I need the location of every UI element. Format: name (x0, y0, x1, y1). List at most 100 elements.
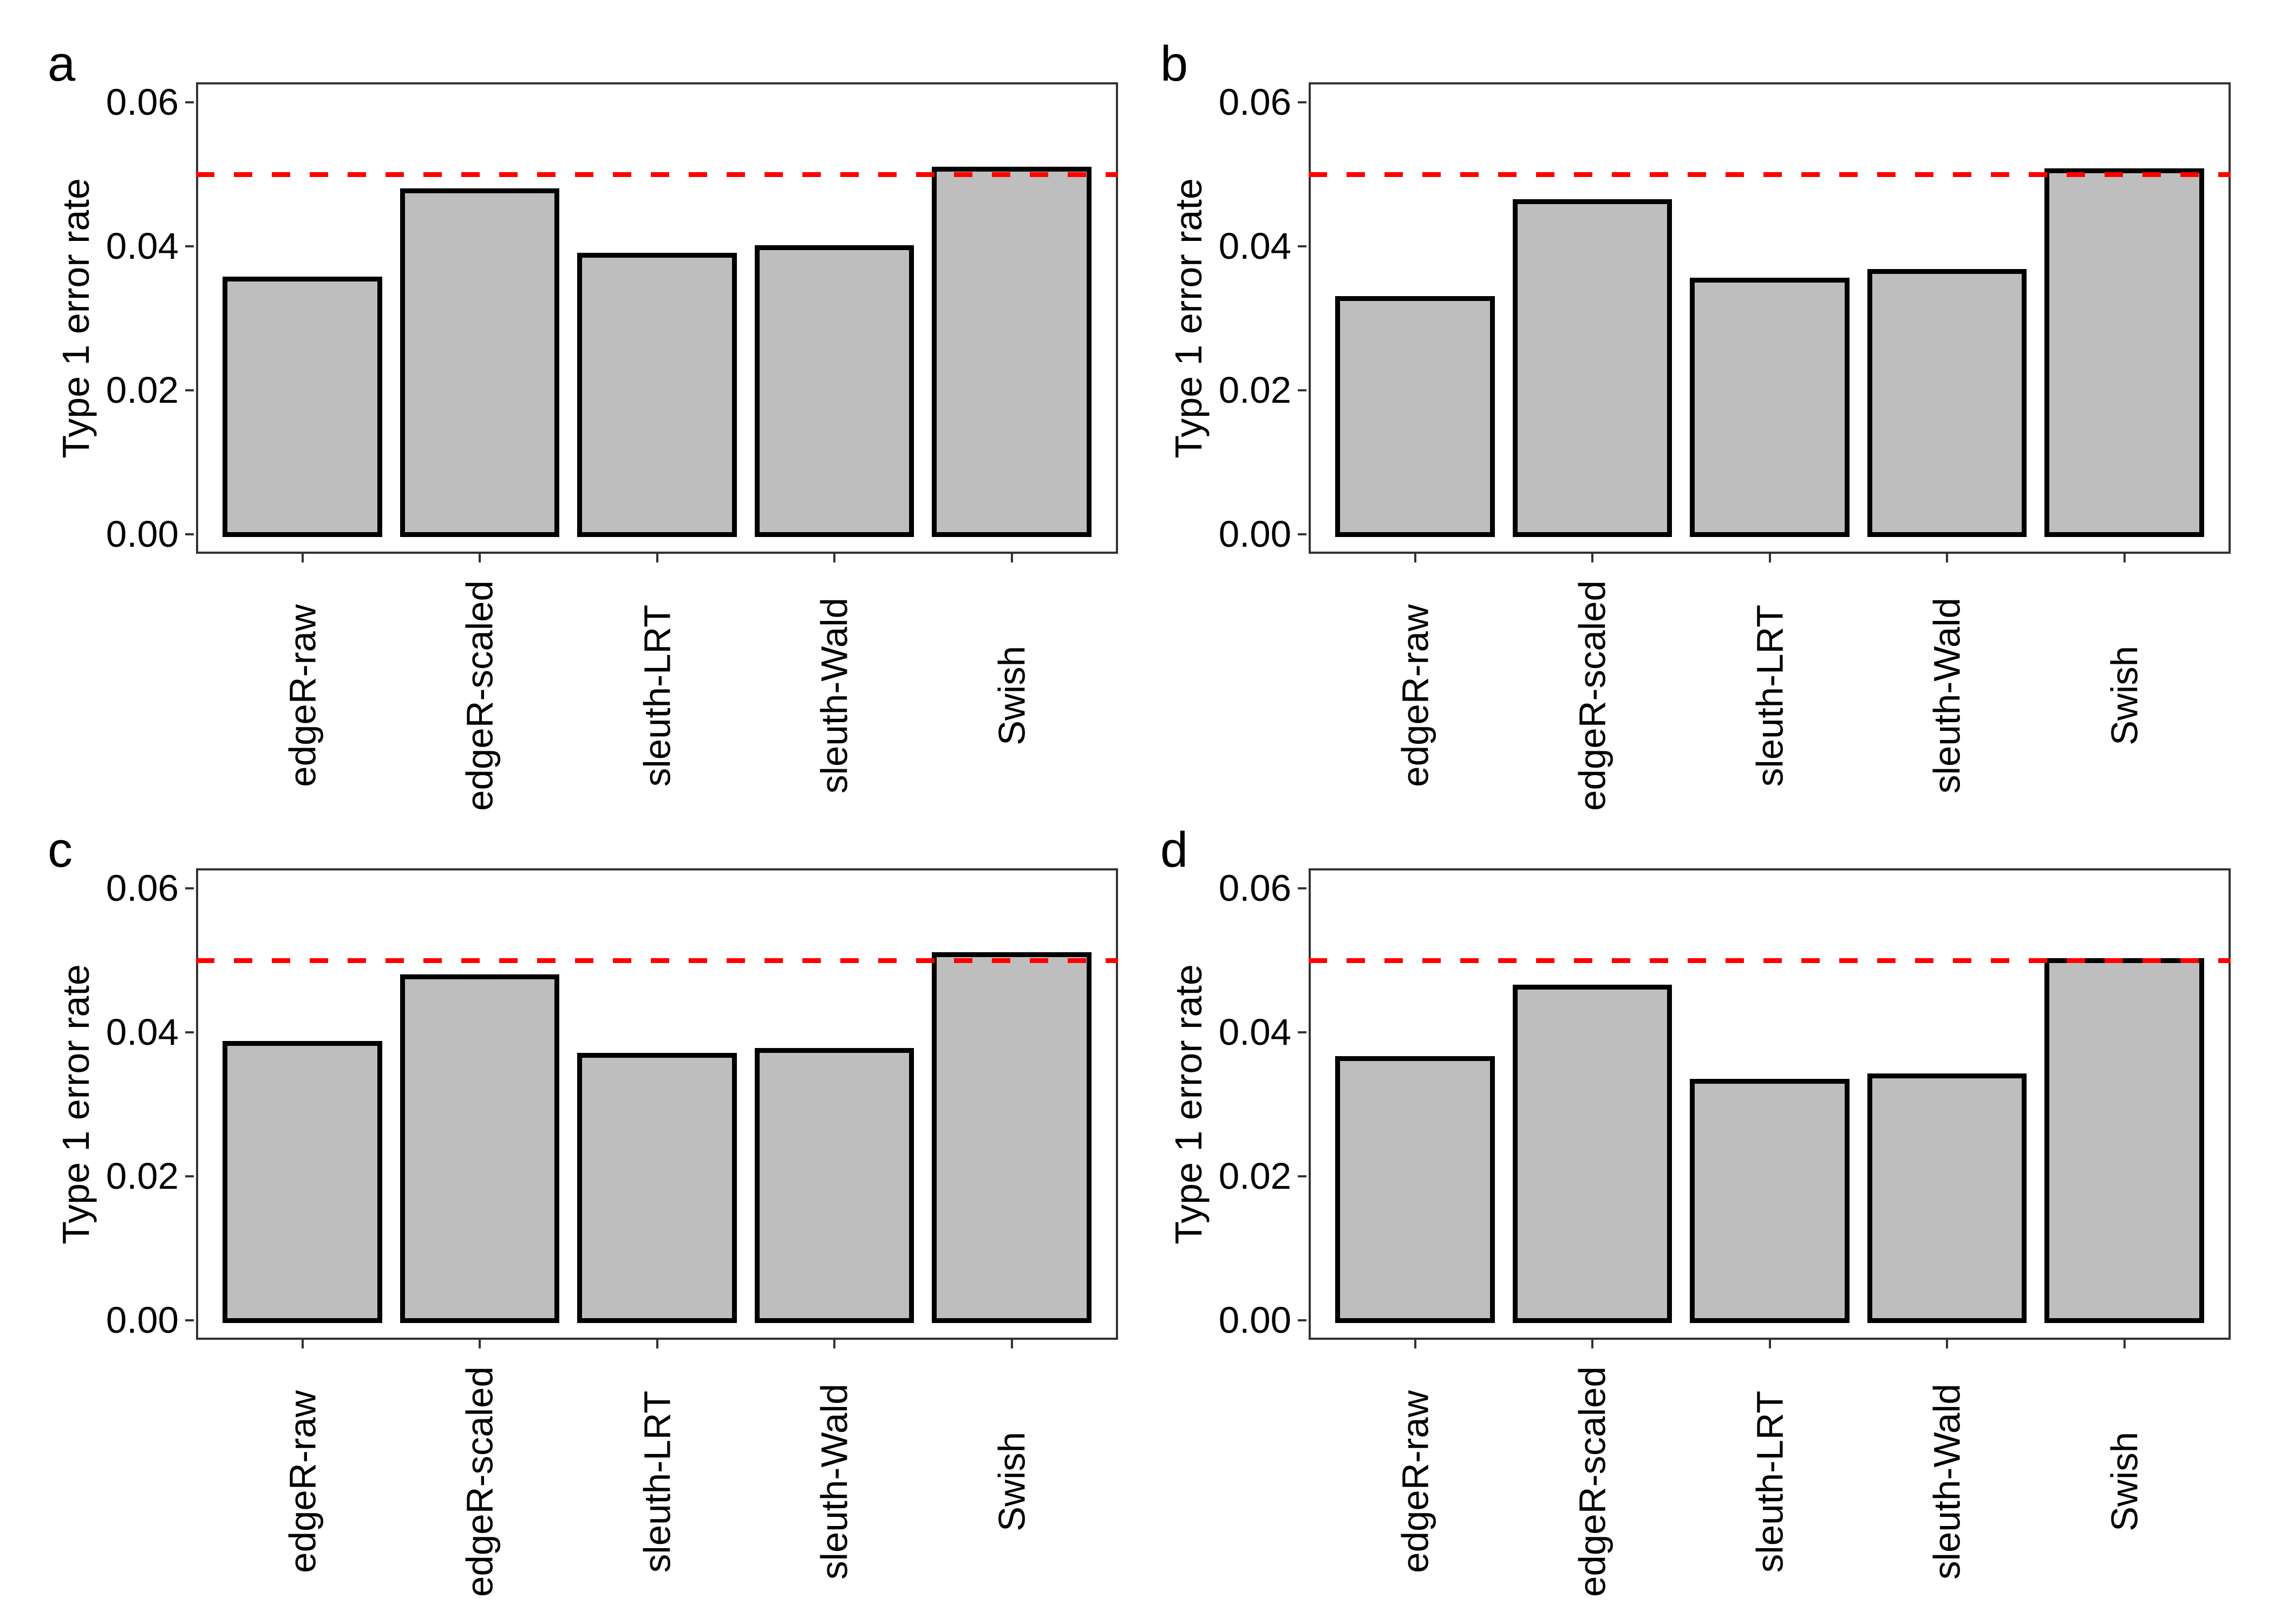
x-axis-label: edgeR-scaled (459, 580, 501, 811)
x-axis-tick (1010, 1340, 1013, 1348)
x-axis-tick (1768, 1340, 1771, 1348)
y-axis-tick-label: 0.04 (1218, 1011, 1291, 1053)
y-axis-tick (1298, 389, 1306, 392)
bar-Swish (932, 167, 1092, 537)
panel-label: b (1160, 36, 1188, 91)
y-axis-tick-label: 0.00 (1218, 513, 1291, 555)
bar-edgeR-scaled (1512, 984, 1672, 1323)
y-axis-tick (1298, 533, 1306, 536)
bar-sleuth-LRT (577, 252, 737, 537)
y-axis-title: Type 1 error rate (55, 964, 97, 1245)
y-axis-tick (185, 245, 194, 248)
x-axis-tick (2123, 1340, 2126, 1348)
bar-sleuth-Wald (754, 1047, 914, 1323)
x-axis-tick (1946, 1340, 1948, 1348)
y-axis-tick (1298, 245, 1306, 248)
y-axis-tick (1298, 101, 1306, 104)
bar-sleuth-LRT (1690, 1079, 1850, 1323)
bar-edgeR-raw (223, 276, 382, 537)
bar-edgeR-scaled (1512, 199, 1672, 537)
plot-area (196, 868, 1118, 1340)
x-axis-tick (479, 554, 481, 562)
x-axis-tick (656, 1340, 658, 1348)
y-axis-tick-label: 0.06 (106, 867, 179, 909)
threshold-line (1309, 172, 2231, 177)
x-axis-tick (1414, 554, 1416, 562)
y-axis-tick-label: 0.04 (106, 225, 179, 267)
x-axis-tick (301, 1340, 304, 1348)
y-axis-tick-label: 0.02 (106, 369, 179, 411)
bar-edgeR-raw (1335, 296, 1495, 537)
x-axis-label: sleuth-Wald (813, 598, 855, 794)
y-axis-title: Type 1 error rate (55, 178, 97, 459)
y-axis-tick-label: 0.06 (1218, 81, 1291, 123)
y-axis-tick (185, 101, 194, 104)
bar-edgeR-scaled (400, 188, 560, 537)
x-axis-tick (1946, 554, 1948, 562)
bar-Swish (2044, 168, 2204, 537)
threshold-line (1309, 958, 2231, 963)
x-axis-label: edgeR-scaled (459, 1366, 501, 1597)
bar-sleuth-LRT (577, 1053, 737, 1323)
x-axis-label: edgeR-raw (282, 604, 323, 787)
bar-Swish (932, 952, 1092, 1323)
x-axis-tick (1414, 1340, 1416, 1348)
x-axis-tick (1591, 1340, 1593, 1348)
y-axis-tick (185, 1175, 194, 1178)
y-axis-tick-label: 0.02 (1218, 369, 1291, 411)
y-axis-tick-label: 0.00 (1218, 1299, 1291, 1341)
x-axis-tick (301, 554, 304, 562)
panel-label: c (48, 822, 73, 878)
y-axis-tick (185, 1319, 194, 1322)
y-axis-tick (1298, 1319, 1306, 1322)
y-axis-tick-label: 0.04 (106, 1011, 179, 1053)
x-axis-tick (1768, 554, 1771, 562)
x-axis-label: edgeR-raw (1394, 604, 1436, 787)
plot-area (1309, 868, 2231, 1340)
y-axis-tick (185, 389, 194, 392)
x-axis-label: sleuth-LRT (1749, 604, 1791, 787)
threshold-line (196, 958, 1118, 963)
y-axis-tick-label: 0.02 (106, 1155, 179, 1197)
x-axis-label: Swish (991, 645, 1033, 746)
bar-edgeR-raw (223, 1040, 382, 1323)
x-axis-label: sleuth-LRT (1749, 1390, 1791, 1573)
bar-sleuth-Wald (1867, 1073, 2027, 1323)
y-axis-tick-label: 0.02 (1218, 1155, 1291, 1197)
y-axis-tick-label: 0.00 (106, 513, 179, 555)
x-axis-tick (833, 554, 835, 562)
x-axis-label: sleuth-Wald (1926, 598, 1968, 794)
x-axis-tick (1591, 554, 1593, 562)
y-axis-tick (1298, 887, 1306, 890)
panel-label: a (48, 36, 76, 91)
x-axis-tick (2123, 554, 2126, 562)
x-axis-label: sleuth-Wald (813, 1384, 855, 1580)
x-axis-label: edgeR-raw (1394, 1390, 1436, 1573)
x-axis-tick (479, 1340, 481, 1348)
y-axis-tick-label: 0.06 (1218, 867, 1291, 909)
y-axis-title: Type 1 error rate (1167, 178, 1210, 459)
y-axis-title: Type 1 error rate (1167, 964, 1210, 1245)
x-axis-label: edgeR-raw (282, 1390, 323, 1573)
y-axis-tick (185, 533, 194, 536)
x-axis-label: sleuth-Wald (1926, 1384, 1968, 1580)
panel-label: d (1160, 822, 1188, 878)
y-axis-tick-label: 0.06 (106, 81, 179, 123)
x-axis-label: sleuth-LRT (636, 1390, 678, 1573)
y-axis-tick (185, 1031, 194, 1034)
plot-area (196, 82, 1118, 554)
x-axis-label: Swish (991, 1431, 1033, 1532)
x-axis-tick (833, 1340, 835, 1348)
x-axis-tick (1010, 554, 1013, 562)
y-axis-tick (1298, 1175, 1306, 1178)
x-axis-label: edgeR-scaled (1571, 580, 1613, 811)
bar-sleuth-Wald (754, 245, 914, 537)
bar-edgeR-raw (1335, 1056, 1495, 1323)
x-axis-label: Swish (2103, 1431, 2145, 1532)
y-axis-tick (1298, 1031, 1306, 1034)
bar-edgeR-scaled (400, 974, 560, 1323)
y-axis-tick-label: 0.04 (1218, 225, 1291, 267)
